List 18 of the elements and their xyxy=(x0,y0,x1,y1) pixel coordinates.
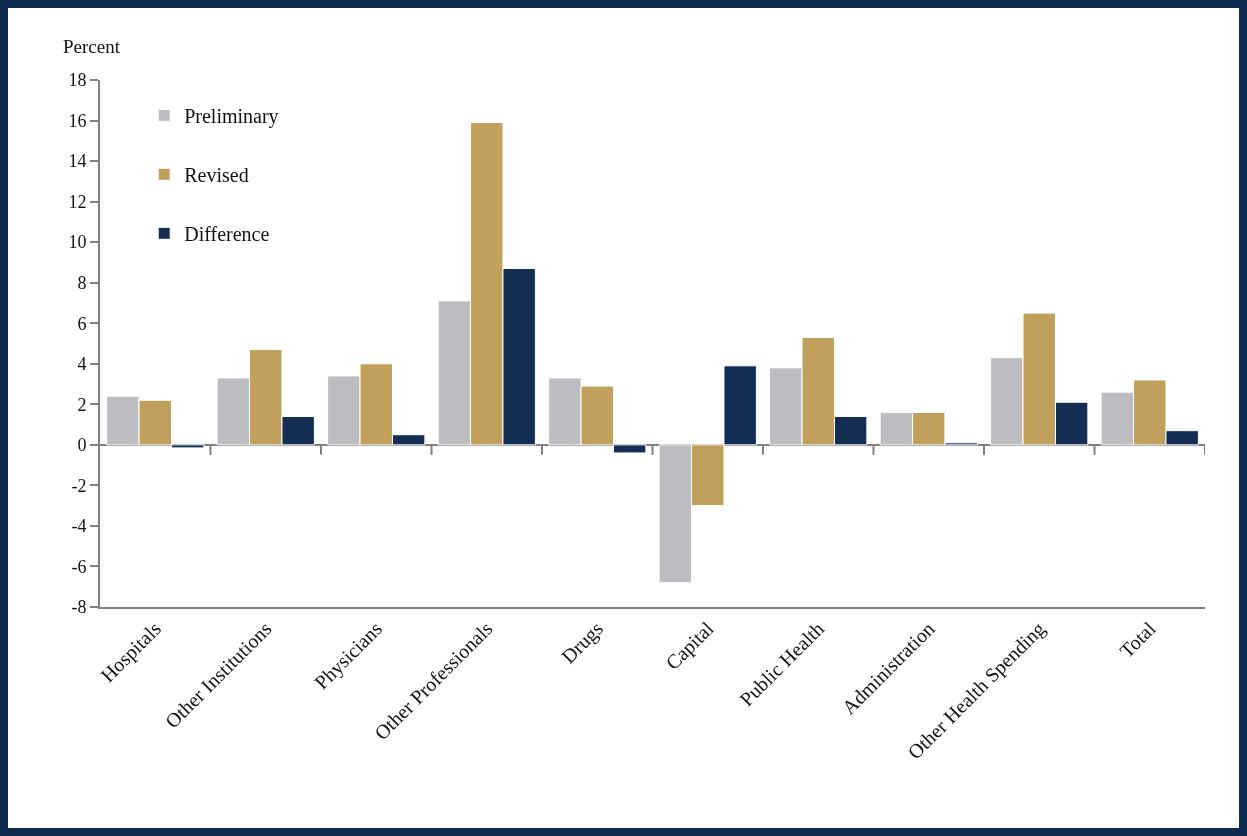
y-tick-label: 12 xyxy=(68,191,87,212)
y-tick-label: 2 xyxy=(77,394,87,415)
y-axis-title: Percent xyxy=(63,36,121,57)
y-tick-label: 18 xyxy=(68,70,87,91)
y-tick-label: 6 xyxy=(77,313,87,334)
y-tick-label: 14 xyxy=(68,151,87,172)
legend-label: Difference xyxy=(184,223,270,246)
y-tick-label: 16 xyxy=(68,110,87,131)
y-tick-label: -6 xyxy=(71,556,87,577)
legend-label: Revised xyxy=(184,164,249,187)
y-tick-label: -2 xyxy=(71,475,87,496)
y-tick-label: -8 xyxy=(71,597,87,618)
legend-label: Preliminary xyxy=(184,105,279,129)
y-tick-label: 0 xyxy=(77,435,87,456)
y-tick-label: 8 xyxy=(77,272,87,293)
y-tick-label: 4 xyxy=(77,354,87,375)
y-tick-label: 10 xyxy=(68,232,87,253)
y-tick-label: -4 xyxy=(71,516,87,537)
